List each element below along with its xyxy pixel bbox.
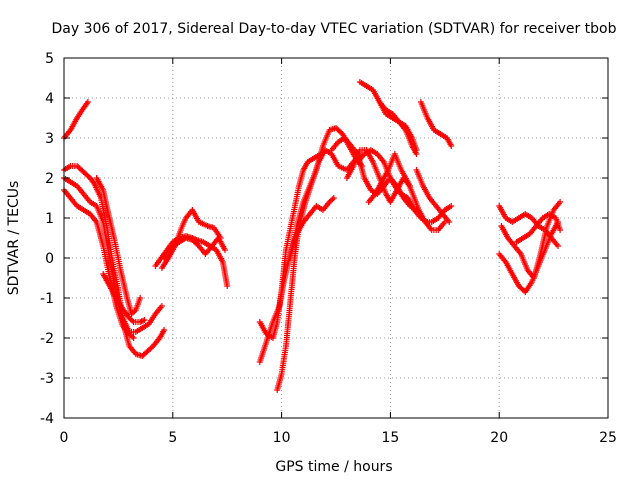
data-point	[141, 317, 148, 323]
data-point	[161, 327, 168, 333]
data-points	[61, 79, 564, 393]
series-track-20	[417, 99, 455, 149]
y-tick-label: 1	[45, 211, 54, 227]
y-tick-label: 4	[45, 91, 54, 107]
x-tick-label: 15	[381, 430, 399, 446]
x-axis-label: GPS time / hours	[275, 459, 392, 475]
data-point	[555, 243, 561, 249]
x-tick-label: 0	[60, 430, 69, 446]
data-point	[222, 247, 228, 253]
chart-title: Day 306 of 2017, Sidereal Day-to-day VTE…	[51, 21, 616, 37]
series-track-17	[365, 151, 448, 233]
series-track-21	[413, 167, 453, 225]
x-tick-label: 10	[273, 430, 291, 446]
data-point	[130, 335, 137, 341]
y-axis-label: SDTVAR / TECUs	[6, 181, 22, 296]
y-tick-label: -3	[40, 371, 54, 387]
series-track-9	[161, 235, 228, 261]
series-track-25	[513, 211, 564, 245]
axis-ticks: 0 5 10 15 20 25 -4 -3 -2 -1 0 1 2 3 4 5	[40, 51, 617, 446]
data-point	[84, 99, 91, 105]
x-tick-label: 5	[168, 430, 177, 446]
data-point	[448, 203, 455, 209]
y-tick-label: 3	[45, 131, 54, 147]
data-point	[446, 219, 453, 225]
series-track-5	[100, 271, 148, 325]
series-track-11	[256, 151, 324, 341]
data-point	[448, 143, 455, 149]
y-tick-label: 0	[45, 251, 54, 267]
data-point	[158, 303, 165, 309]
data-point	[330, 195, 337, 201]
x-tick-label: 25	[599, 430, 617, 446]
y-tick-label: 5	[45, 51, 54, 67]
y-tick-label: -4	[40, 411, 54, 427]
data-point	[557, 199, 564, 205]
y-tick-label: 2	[45, 171, 54, 187]
data-point	[413, 147, 420, 153]
y-tick-label: -1	[40, 291, 54, 307]
x-tick-label: 20	[490, 430, 508, 446]
data-point	[137, 295, 144, 301]
data-point	[557, 227, 564, 233]
y-tick-label: -2	[40, 331, 54, 347]
data-point	[224, 283, 231, 289]
series-track-19	[376, 99, 420, 153]
series-track-6	[93, 175, 144, 317]
plot-frame	[63, 57, 609, 419]
